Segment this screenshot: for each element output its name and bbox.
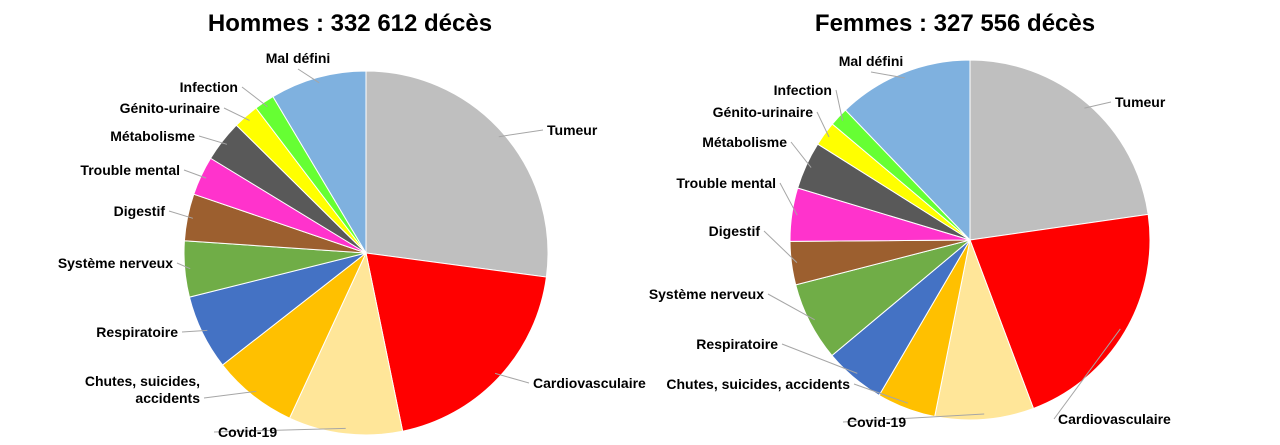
leader-line-chutes-suicides-accidents [853,383,909,404]
leader-line-infection [241,86,268,107]
pie-hommes: Tumeur Cardiovasculaire Covid-19 Chutes, su… [58,50,646,440]
leader-line-infection [835,89,844,121]
leader-line-respiratoire [781,343,858,374]
slice-label-trouble-mental: Trouble mental [676,175,776,191]
slice-label-covid-19: Covid-19 [847,414,906,430]
slice-label-cardiovasculaire: Cardiovasculaire [533,375,646,391]
leader-line-mal-defini [297,68,320,84]
slice-label-infection: Infection [180,79,238,95]
leader-line-tumeur [498,129,544,138]
leader-line-digestif [763,230,798,263]
leader-line-covid-19 [213,427,346,433]
slice-label-metabolisme: Métabolisme [110,128,195,144]
chart-title-hommes: Hommes : 332 612 décès [208,10,492,37]
leader-line-chutes-suicides-accidents [203,390,257,399]
leader-line-genito-urinaire [223,107,250,121]
slice-label-digestif: Digestif [114,203,166,219]
pie-slice-cardiovasculaire [365,252,547,432]
leader-line-covid-19 [842,413,985,423]
slice-label-mal-defini: Mal défini [839,53,904,69]
chart-title-femmes: Femmes : 327 556 décès [815,10,1095,37]
slice-label-systeme-nerveux: Système nerveux [649,286,764,302]
slice-label-genito-urinaire: Génito-urinaire [120,100,221,116]
leader-line-metabolisme [790,141,812,168]
leader-line-genito-urinaire [816,111,830,138]
slice-label-cardiovasculaire: Cardiovasculaire [1058,411,1171,427]
leader-line-metabolisme [198,135,228,145]
slice-label-respiratoire: Respiratoire [696,336,778,352]
leader-line-systeme-nerveux [767,293,815,321]
slice-label-genito-urinaire: Génito-urinaire [713,104,814,120]
slice-label-tumeur: Tumeur [547,122,598,138]
slice-label-digestif: Digestif [709,223,761,239]
pie-slice-cardiovasculaire [969,213,1151,410]
slice-label-metabolisme: Métabolisme [702,134,787,150]
slice-label-systeme-nerveux: Système nerveux [58,255,173,271]
slice-label-respiratoire: Respiratoire [96,324,178,340]
slice-label-chutes-suicides-accidents: Chutes, suicides, accidents [666,376,850,392]
leader-line-mal-defini [870,71,905,79]
slice-label-mal-defini: Mal défini [266,50,331,66]
leader-line-cardiovasculaire [1053,328,1121,420]
pie-slice-mal-defini [272,70,367,255]
pie-slice-tumeur [365,70,549,278]
slice-label-trouble-mental: Trouble mental [80,162,180,178]
slice-label-infection: Infection [774,82,832,98]
leader-line-trouble-mental [183,169,207,179]
leader-line-digestif [168,210,194,219]
leader-line-tumeur [1084,101,1112,109]
pie-slice-mal-defini [844,59,971,242]
leader-line-cardiovasculaire [494,372,530,384]
pie-slice-covid-19 [288,251,404,436]
leader-line-respiratoire [181,329,208,333]
slice-label-chutes-suicides-accidents: Chutes, suicides, accidents [85,373,200,406]
pie-femmes: Tumeur Cardiovasculaire Covid-19 Chutes, su… [649,53,1171,430]
leader-line-trouble-mental [779,182,798,216]
slice-label-tumeur: Tumeur [1115,94,1166,110]
pie-slice-tumeur [969,59,1149,241]
slice-label-covid-19: Covid-19 [218,424,277,440]
leader-line-systeme-nerveux [176,262,191,270]
